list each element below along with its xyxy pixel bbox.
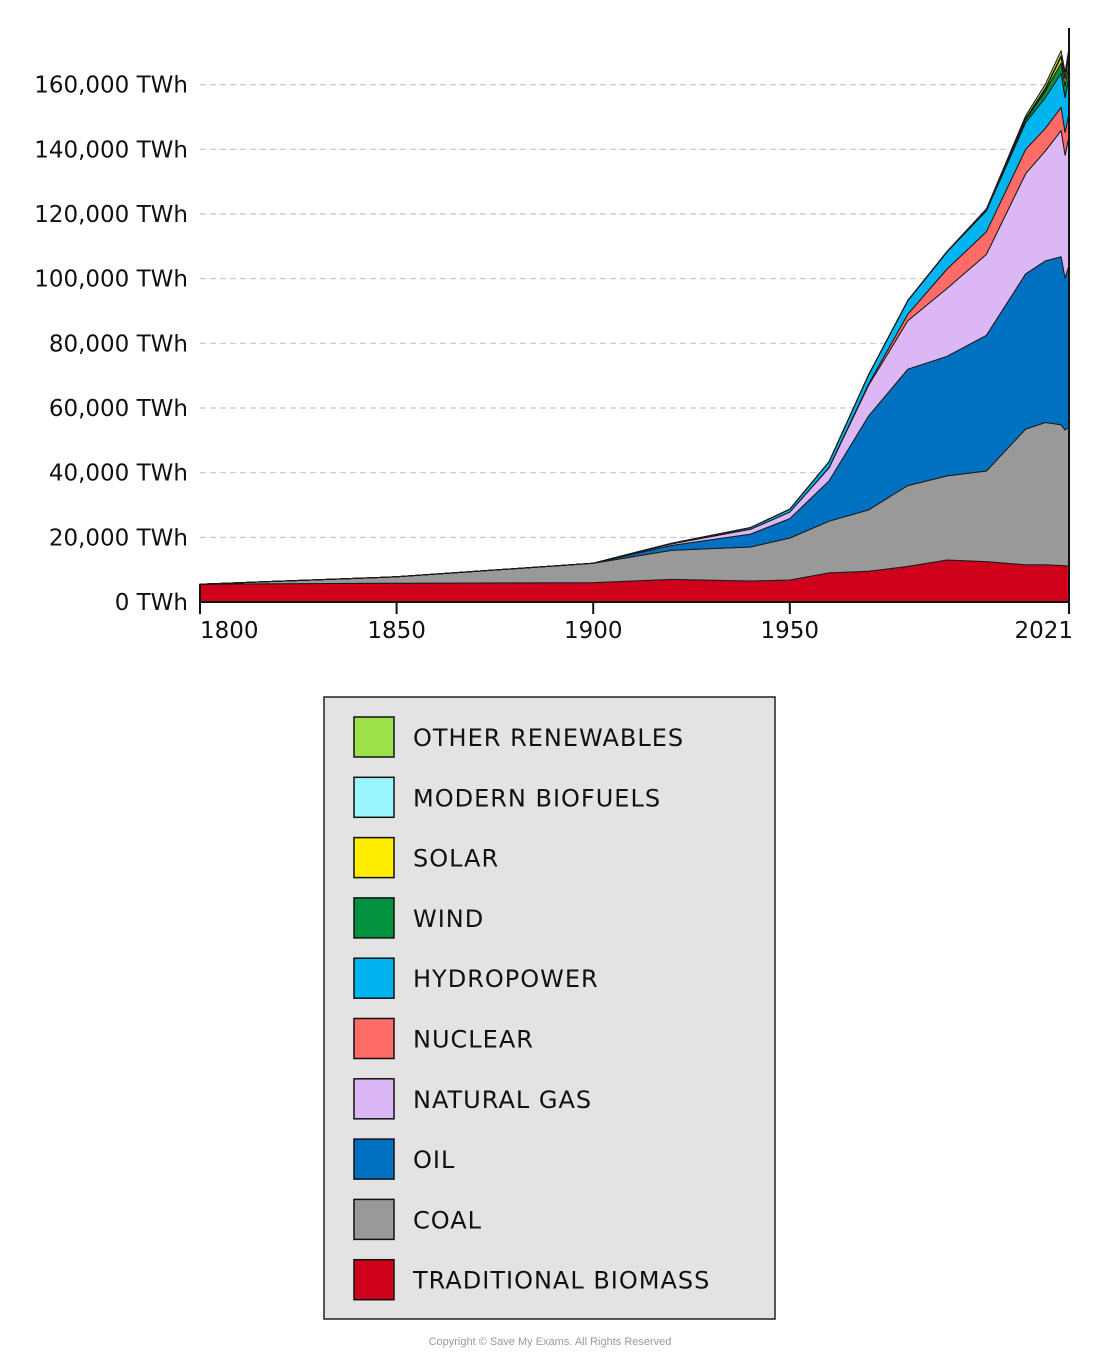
copyright-notice: Copyright © Save My Exams. All Rights Re… — [428, 1336, 672, 1348]
area-series — [199, 47, 1070, 603]
legend-swatch — [353, 1138, 395, 1180]
x-tick-label: 1950 — [761, 618, 820, 644]
legend-swatch — [353, 957, 395, 999]
grid-lines — [200, 84, 1069, 538]
legend-label: MODERN BIOFUELS — [413, 784, 661, 812]
legend-swatch — [353, 1017, 395, 1060]
x-tick-label: 2021 — [1014, 618, 1073, 644]
legend-swatch — [353, 1258, 395, 1301]
y-tick-label: 160,000 TWh — [34, 73, 188, 99]
axes — [199, 28, 1070, 614]
x-tick-label: 1900 — [564, 618, 623, 644]
legend-label: SOLAR — [413, 845, 499, 873]
legend-box — [323, 696, 776, 1320]
legend-label: TRADITIONAL BIOMASS — [412, 1267, 710, 1295]
legend-label: OIL — [413, 1146, 455, 1174]
legend-label: WIND — [413, 905, 484, 933]
legend: OTHER RENEWABLES MODERN BIOFUELS SOLAR WIND… — [323, 696, 776, 1320]
legend-swatch — [353, 1078, 395, 1120]
legend-label: NUCLEAR — [413, 1026, 534, 1054]
legend-label: HYDROPOWER — [413, 965, 599, 993]
x-tick-label: 1850 — [367, 618, 426, 644]
y-tick-label: 100,000 TWh — [34, 267, 188, 293]
legend-label: OTHER RENEWABLES — [413, 724, 684, 752]
y-tick-label: 0 TWh — [115, 590, 188, 616]
y-tick-labels: 0 TWh 20,000 TWh 40,000 TWh 60,000 TWh 80,00… — [34, 73, 188, 616]
legend-swatch — [353, 1198, 395, 1241]
x-tick-labels: 1800 1850 1900 1950 2021 — [200, 618, 1073, 644]
x-tick-label: 1800 — [200, 618, 259, 644]
y-tick-label: 80,000 TWh — [49, 331, 188, 357]
legend-swatch — [353, 716, 395, 758]
y-tick-label: 120,000 TWh — [34, 202, 188, 228]
y-tick-label: 20,000 TWh — [49, 525, 188, 551]
legend-swatch — [353, 776, 395, 819]
y-tick-label: 60,000 TWh — [49, 396, 188, 422]
legend-label: NATURAL GAS — [413, 1086, 592, 1114]
legend-swatch — [353, 836, 395, 879]
energy-area-chart: 0 TWh 20,000 TWh 40,000 TWh 60,000 TWh 80,00… — [34, 28, 1073, 1320]
legend-label: COAL — [413, 1206, 482, 1234]
y-tick-label: 140,000 TWh — [34, 137, 188, 163]
y-tick-label: 40,000 TWh — [49, 461, 188, 487]
legend-swatch — [353, 897, 395, 939]
